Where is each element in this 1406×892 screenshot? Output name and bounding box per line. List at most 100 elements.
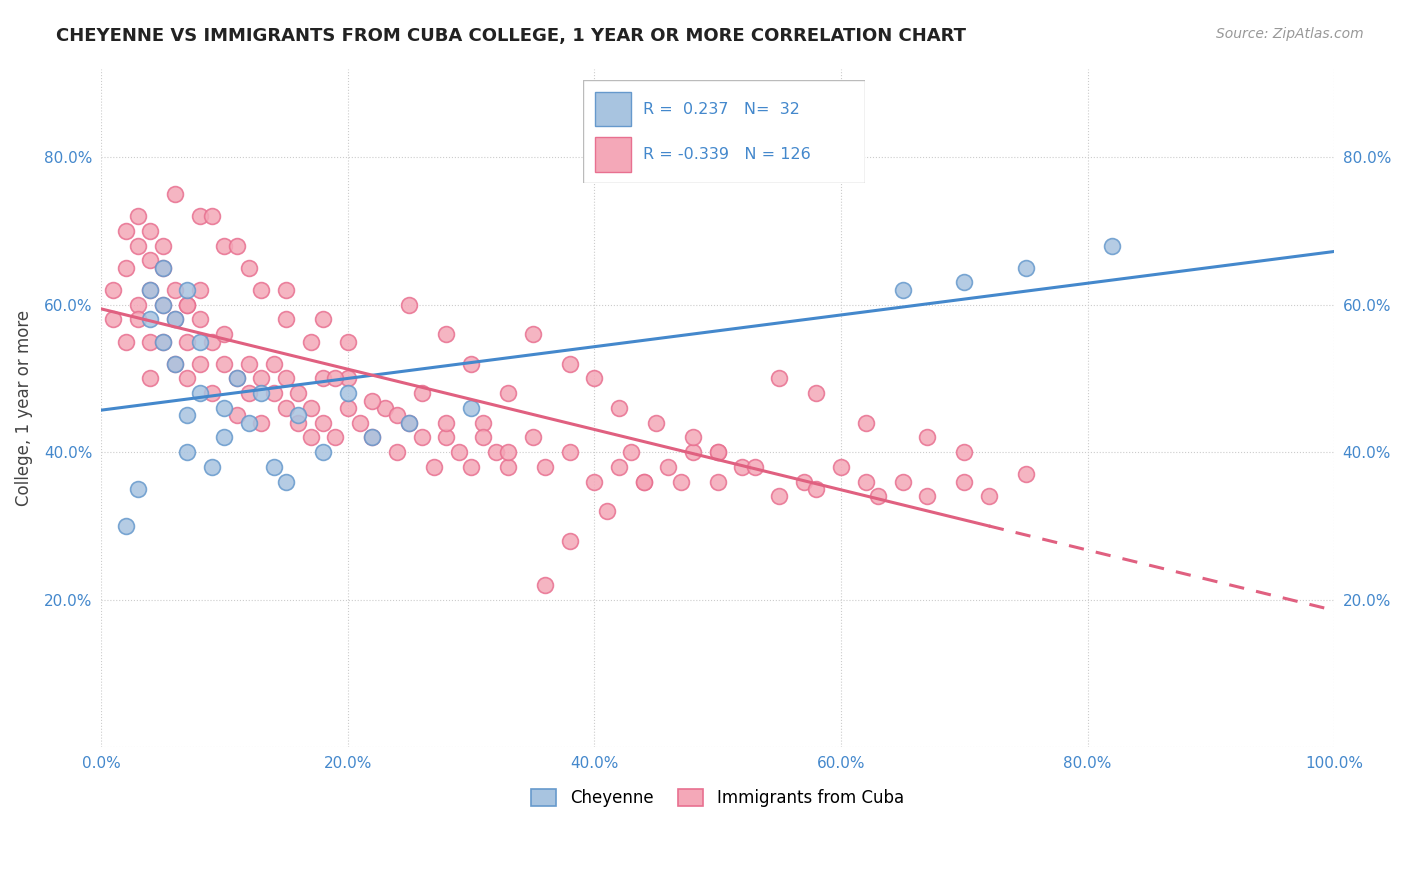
Point <box>607 459 630 474</box>
Point <box>460 401 482 415</box>
Point <box>682 430 704 444</box>
Point <box>139 283 162 297</box>
Point <box>287 409 309 423</box>
Point <box>225 238 247 252</box>
Point <box>201 209 224 223</box>
FancyBboxPatch shape <box>583 80 865 183</box>
Point <box>201 334 224 349</box>
Point <box>163 312 186 326</box>
Point <box>163 312 186 326</box>
Point <box>385 445 408 459</box>
Point <box>238 260 260 275</box>
Point <box>434 327 457 342</box>
Point <box>460 357 482 371</box>
Point <box>472 430 495 444</box>
Point <box>139 371 162 385</box>
Point <box>336 334 359 349</box>
Point <box>139 283 162 297</box>
Point <box>793 475 815 489</box>
Point <box>706 445 728 459</box>
FancyBboxPatch shape <box>595 92 631 127</box>
FancyBboxPatch shape <box>595 136 631 171</box>
Point <box>620 445 643 459</box>
Point <box>263 459 285 474</box>
Point <box>460 459 482 474</box>
Point <box>139 312 162 326</box>
Point <box>423 459 446 474</box>
Point <box>472 416 495 430</box>
Point <box>411 430 433 444</box>
Point <box>706 445 728 459</box>
Point <box>633 475 655 489</box>
Point <box>312 416 335 430</box>
Point <box>336 371 359 385</box>
Point <box>806 482 828 496</box>
Point <box>188 209 211 223</box>
Point <box>583 371 606 385</box>
Point <box>953 475 976 489</box>
Point <box>250 416 273 430</box>
Point <box>731 459 754 474</box>
Point <box>953 276 976 290</box>
Point <box>349 416 371 430</box>
Point <box>114 334 136 349</box>
Point <box>496 445 519 459</box>
Point <box>1015 467 1038 482</box>
Point <box>447 445 470 459</box>
Point <box>312 445 335 459</box>
Point <box>706 475 728 489</box>
Point <box>176 334 198 349</box>
Point <box>274 283 297 297</box>
Point <box>1101 238 1123 252</box>
Point <box>411 386 433 401</box>
Y-axis label: College, 1 year or more: College, 1 year or more <box>15 310 32 506</box>
Point <box>188 283 211 297</box>
Point <box>114 519 136 533</box>
Point <box>274 312 297 326</box>
Point <box>891 283 914 297</box>
Point <box>336 401 359 415</box>
Point <box>361 430 384 444</box>
Point <box>188 357 211 371</box>
Point <box>163 283 186 297</box>
Point <box>176 298 198 312</box>
Point <box>250 371 273 385</box>
Point <box>669 475 692 489</box>
Point <box>152 260 174 275</box>
Point <box>953 445 976 459</box>
Point <box>891 475 914 489</box>
Point <box>263 386 285 401</box>
Text: R = -0.339   N = 126: R = -0.339 N = 126 <box>643 146 810 161</box>
Point <box>558 357 581 371</box>
Point <box>176 445 198 459</box>
Point <box>238 416 260 430</box>
Point <box>323 430 346 444</box>
Point <box>312 371 335 385</box>
Point <box>214 357 236 371</box>
Point <box>855 416 877 430</box>
Point <box>496 386 519 401</box>
Point <box>188 334 211 349</box>
Point <box>361 393 384 408</box>
Point <box>274 475 297 489</box>
Text: Source: ZipAtlas.com: Source: ZipAtlas.com <box>1216 27 1364 41</box>
Point <box>163 357 186 371</box>
Point <box>201 386 224 401</box>
Point <box>682 445 704 459</box>
Point <box>336 386 359 401</box>
Point <box>361 430 384 444</box>
Point <box>127 298 149 312</box>
Legend: Cheyenne, Immigrants from Cuba: Cheyenne, Immigrants from Cuba <box>524 782 911 814</box>
Point <box>323 371 346 385</box>
Point <box>201 459 224 474</box>
Point <box>287 416 309 430</box>
Point <box>127 209 149 223</box>
Point <box>398 416 420 430</box>
Point <box>127 312 149 326</box>
Point <box>484 445 506 459</box>
Point <box>238 357 260 371</box>
Point <box>139 334 162 349</box>
Point <box>114 224 136 238</box>
Point <box>152 298 174 312</box>
Point <box>214 327 236 342</box>
